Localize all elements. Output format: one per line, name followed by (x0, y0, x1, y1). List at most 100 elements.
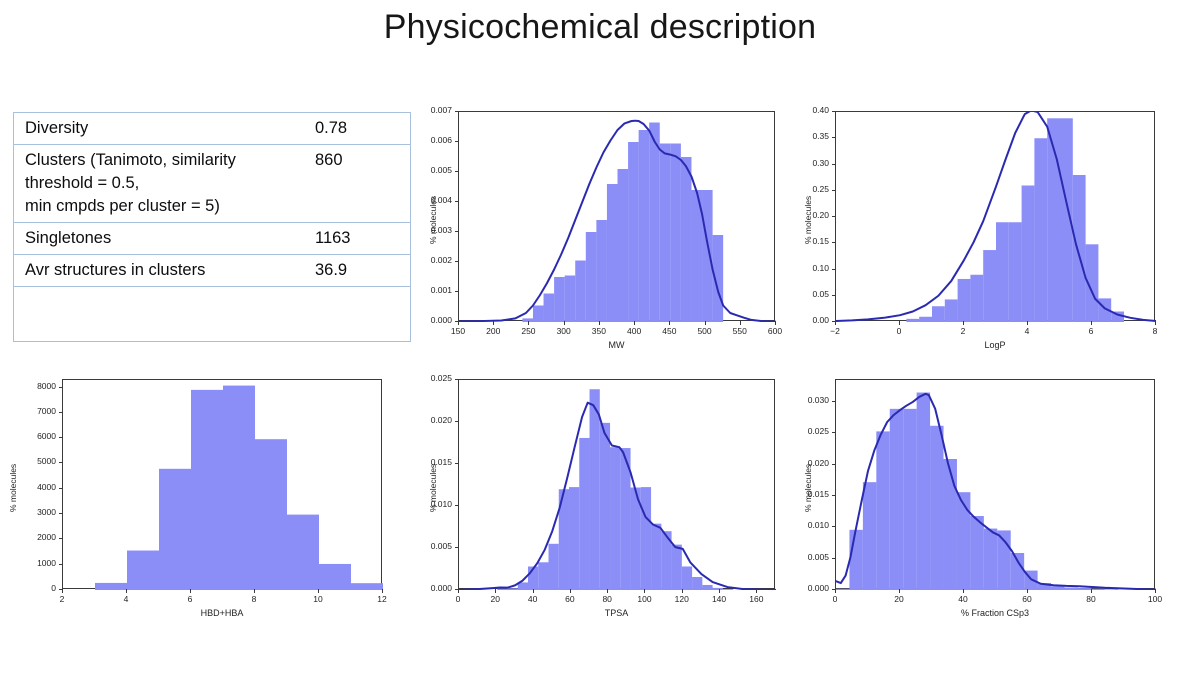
x-tick-label: 8 (251, 594, 257, 604)
y-tick-label: 0.020 (807, 457, 829, 468)
x-tick-label: 160 (749, 594, 764, 604)
x-tick-label: 140 (711, 594, 727, 604)
table-cell-label: Avr structures in clusters (25, 261, 206, 279)
x-axis-label: % Fraction CSp3 (960, 608, 1030, 618)
x-tick-label: 0 (896, 326, 902, 336)
y-tick-mark (454, 261, 458, 262)
y-tick-mark (58, 538, 62, 540)
x-tick-label: 600 (767, 326, 783, 336)
y-tick-label: 0.000 (430, 583, 452, 593)
x-tick-mark (704, 321, 706, 325)
x-tick-label: 150 (450, 326, 466, 336)
x-tick-label: 6 (187, 594, 193, 604)
x-tick-mark (532, 589, 534, 593)
x-tick-label: 250 (521, 326, 536, 336)
x-tick-mark (382, 589, 383, 593)
y-tick-label: 0.30 (812, 157, 829, 168)
y-tick-mark (454, 141, 458, 142)
x-tick-mark (1155, 321, 1156, 325)
x-axis-label: HBD+HBA (200, 608, 244, 618)
plot-area (835, 379, 1156, 590)
x-axis-label: LogP (984, 340, 1006, 350)
x-tick-label: 400 (627, 326, 642, 336)
x-tick-mark (899, 321, 900, 325)
x-tick-mark (318, 589, 319, 593)
x-tick-mark (963, 321, 964, 325)
y-tick-label: 0.20 (812, 210, 829, 220)
y-tick-mark (454, 463, 458, 464)
x-tick-label: 200 (486, 326, 501, 336)
y-tick-label: 0.000 (430, 315, 452, 325)
x-tick-mark (1027, 589, 1028, 593)
page-title: Physicochemical description (383, 8, 817, 46)
y-tick-mark (454, 505, 458, 506)
plot-area (458, 379, 776, 590)
x-tick-label: 60 (565, 594, 575, 604)
y-tick-mark (454, 201, 458, 202)
y-tick-mark (831, 400, 835, 402)
x-tick-label: 0 (455, 594, 461, 604)
y-tick-label: 0.003 (430, 225, 452, 235)
x-tick-mark (739, 321, 741, 325)
y-axis-label: % molecules (803, 463, 813, 512)
y-tick-label: 0.005 (430, 541, 452, 551)
y-tick-mark (454, 171, 458, 172)
table-row-empty (14, 287, 410, 325)
x-tick-label: 80 (602, 594, 612, 604)
y-tick-label: 0.001 (430, 285, 452, 295)
y-tick-label: 8000 (37, 380, 56, 391)
y-tick-label: 0.40 (812, 105, 829, 115)
x-tick-mark (563, 321, 565, 325)
x-tick-mark (254, 589, 255, 593)
x-tick-label: 6 (1088, 326, 1094, 336)
y-tick-mark (58, 589, 62, 590)
x-tick-label: 20 (490, 594, 501, 604)
x-tick-mark (126, 589, 127, 593)
table-cell-label: Diversity (25, 119, 89, 137)
y-tick-label: 0.006 (430, 135, 452, 145)
y-tick-label: 0.002 (430, 255, 452, 265)
y-tick-mark (454, 589, 458, 590)
y-tick-mark (454, 421, 458, 422)
x-tick-label: 450 (662, 326, 677, 336)
plot-area (62, 379, 383, 590)
y-tick-label: 1000 (37, 557, 56, 568)
x-tick-mark (495, 589, 497, 593)
y-tick-mark (831, 268, 835, 270)
x-tick-label: 12 (377, 594, 387, 604)
x-tick-mark (1155, 589, 1156, 593)
y-tick-mark (831, 589, 835, 590)
y-tick-mark (58, 513, 62, 515)
y-tick-mark (831, 432, 835, 434)
table-row: Diversity 0.78 (14, 113, 410, 145)
x-tick-mark (607, 589, 609, 593)
y-tick-label: 0 (51, 583, 56, 593)
x-tick-mark (458, 589, 459, 593)
table-row: Clusters (Tanimoto, similarity threshold… (14, 145, 410, 223)
y-tick-label: 0.05 (812, 288, 829, 299)
y-tick-mark (454, 379, 458, 380)
y-tick-mark (831, 294, 835, 296)
x-tick-label: 120 (674, 594, 689, 604)
x-tick-mark (835, 321, 836, 325)
x-tick-label: 300 (556, 326, 571, 336)
x-tick-label: 100 (637, 594, 652, 604)
x-tick-label: 10 (313, 594, 323, 604)
x-tick-label: 60 (1022, 594, 1032, 604)
plot-area (458, 111, 776, 322)
x-axis-label: TPSA (604, 608, 629, 618)
y-tick-mark (454, 111, 458, 112)
y-tick-label: 7000 (37, 405, 56, 416)
x-tick-mark (493, 321, 495, 325)
y-tick-label: 3000 (37, 507, 56, 518)
y-axis-label: % molecules (428, 463, 438, 512)
y-tick-label: 4000 (37, 481, 56, 492)
y-tick-mark (831, 557, 835, 559)
x-tick-label: 350 (591, 326, 606, 336)
x-tick-mark (775, 321, 776, 325)
x-tick-mark (719, 589, 721, 593)
y-tick-label: 0.005 (430, 165, 452, 175)
y-tick-label: 0.10 (812, 262, 829, 273)
x-tick-label: 550 (732, 326, 747, 336)
y-tick-label: 0.25 (812, 183, 829, 194)
